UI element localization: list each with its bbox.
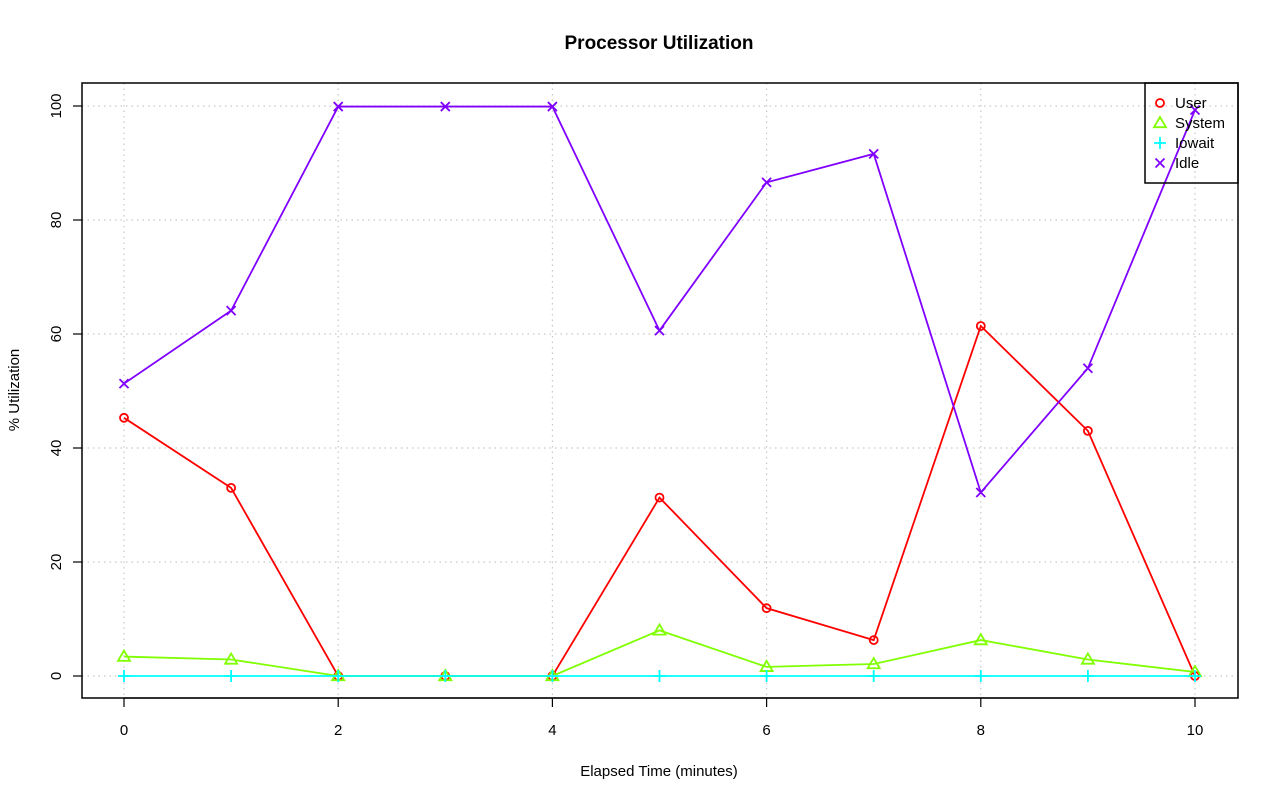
data-point-iowait (653, 670, 666, 682)
data-point-system (116, 648, 132, 662)
data-point-iowait (439, 670, 452, 682)
plot-frame (81, 82, 1239, 699)
x-tick-label: 4 (548, 722, 556, 739)
legend-label-system: System (1175, 115, 1225, 132)
y-tick-label: 80 (48, 212, 65, 229)
y-axis-label: % Utilization (6, 349, 23, 432)
data-point-user (975, 321, 986, 331)
legend-label-iowait: Iowait (1175, 135, 1215, 152)
y-tick-label: 60 (48, 326, 65, 343)
data-point-user (1083, 425, 1093, 436)
x-tick-label: 0 (120, 722, 128, 739)
data-point-iowait (332, 670, 345, 682)
legend-marker-iowait (1154, 137, 1166, 149)
data-point-iowait (1189, 670, 1201, 682)
data-point-iowait (760, 670, 773, 682)
data-point-idle (975, 487, 986, 498)
data-point-idle (654, 325, 665, 336)
data-point-idle (868, 148, 879, 160)
data-point-user (868, 635, 879, 645)
legend-marker-idle (1154, 157, 1166, 169)
x-axis-label: Elapsed Time (minutes) (580, 763, 738, 780)
data-point-idle (1189, 104, 1201, 116)
legend-box (1144, 82, 1239, 184)
legend-marker-system (1152, 115, 1168, 129)
data-point-iowait (974, 670, 987, 682)
data-point-user (654, 492, 665, 503)
data-point-idle (1082, 363, 1094, 374)
data-point-user (119, 412, 129, 423)
x-tick-label: 8 (977, 722, 985, 739)
data-point-iowait (546, 670, 559, 682)
series-line-user (123, 324, 1196, 677)
data-point-system (973, 632, 989, 646)
legend-label-idle: Idle (1175, 155, 1199, 172)
grid-lines (82, 83, 1238, 698)
y-tick-label: 40 (48, 440, 65, 457)
data-point-iowait (225, 670, 238, 682)
x-tick-label: 10 (1187, 722, 1204, 739)
chart-title: Processor Utilization (565, 33, 754, 54)
data-point-system (651, 622, 668, 636)
series-iowait (118, 670, 1201, 682)
data-point-system (866, 656, 882, 670)
legend: User System Iowait Idle (1144, 82, 1239, 184)
series-layer (116, 101, 1203, 682)
data-point-idle (440, 101, 451, 112)
y-tick-label: 0 (48, 672, 65, 680)
x-tick-label: 6 (762, 722, 770, 739)
data-point-idle (761, 177, 772, 188)
data-point-idle (333, 101, 344, 112)
data-point-system (223, 651, 239, 665)
data-point-user (226, 482, 237, 493)
data-point-iowait (118, 670, 130, 682)
y-tick-label: 100 (48, 93, 65, 118)
data-point-idle (118, 378, 130, 389)
series-line-system (123, 629, 1196, 677)
x-axis: 0 2 4 6 8 10 (120, 697, 1204, 739)
series-line-idle (123, 105, 1196, 495)
x-tick-label: 2 (334, 722, 342, 739)
series-user (119, 321, 1200, 681)
data-point-idle (547, 101, 558, 112)
series-idle (118, 101, 1201, 498)
legend-marker-user (1155, 98, 1165, 108)
y-axis: 0 20 40 60 80 100 (48, 93, 82, 680)
legend-label-user: User (1175, 95, 1207, 112)
data-point-iowait (1081, 670, 1094, 682)
data-point-iowait (867, 670, 880, 682)
y-tick-label: 20 (48, 554, 65, 571)
data-point-user (761, 603, 772, 614)
data-point-idle (225, 305, 237, 316)
data-point-system (1080, 651, 1096, 665)
